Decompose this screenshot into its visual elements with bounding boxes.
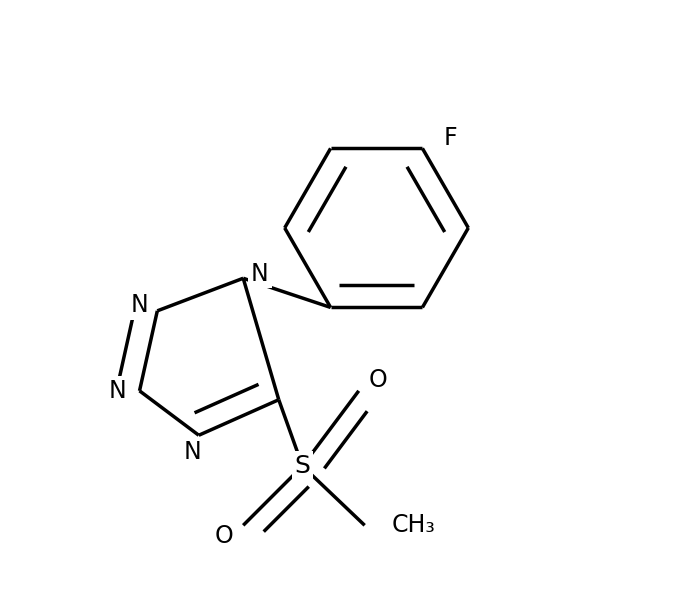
Text: CH₃: CH₃ [391, 513, 435, 538]
Text: N: N [108, 379, 126, 403]
Text: F: F [444, 126, 458, 150]
Text: N: N [184, 440, 201, 464]
Text: S: S [295, 454, 310, 478]
Text: O: O [368, 368, 387, 392]
Text: N: N [130, 293, 149, 317]
Text: O: O [215, 524, 234, 548]
Text: N: N [251, 261, 268, 285]
